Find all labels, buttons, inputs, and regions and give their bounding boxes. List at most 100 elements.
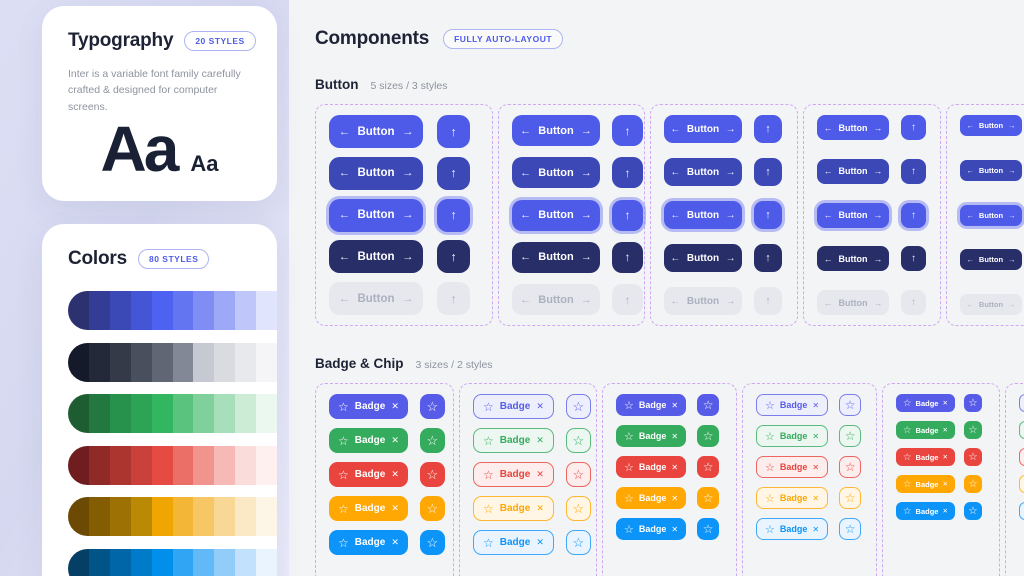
badge-filled-sky[interactable]: ☆ Badge ✕ (616, 518, 687, 540)
badge-filled-amber[interactable]: ☆ Badge ✕ (329, 496, 408, 521)
chip-outline-red[interactable]: ☆ (565, 462, 591, 487)
icon-button-hover[interactable]: ↑ (612, 157, 643, 189)
icon-button-disabled[interactable]: ↑ (437, 282, 470, 315)
badge-outline-green[interactable]: ☆Badge✕ (756, 425, 829, 447)
icon-button-disabled[interactable]: ↑ (901, 290, 926, 315)
close-icon[interactable]: ✕ (671, 462, 679, 472)
close-icon[interactable]: ✕ (942, 427, 948, 434)
chip-filled-green[interactable]: ☆ (697, 425, 720, 447)
button-disabled[interactable]: ← Button → (664, 287, 742, 315)
badge-filled-green[interactable]: ☆ Badge ✕ (616, 425, 687, 447)
button-focused[interactable]: ← Button → (512, 199, 600, 231)
badge-filled-indigo[interactable]: ☆ Badge ✕ (616, 394, 687, 416)
button-disabled[interactable]: ← Button → (329, 282, 423, 315)
badge-outline-amber[interactable]: ☆Badge✕ (1019, 475, 1024, 493)
chip-filled-indigo[interactable]: ☆ (697, 394, 720, 416)
icon-button-hover[interactable]: ↑ (437, 156, 470, 190)
icon-button-hover[interactable]: ↑ (901, 158, 926, 184)
chip-outline-indigo[interactable]: ☆ (839, 394, 862, 416)
button-focused[interactable]: ← Button → (329, 198, 423, 232)
button-default[interactable]: ← Button → (664, 115, 742, 143)
badge-filled-indigo[interactable]: ☆ Badge ✕ (329, 394, 408, 419)
chip-outline-sky[interactable]: ☆ (565, 530, 591, 555)
icon-button-focused[interactable]: ↑ (437, 198, 470, 232)
close-icon[interactable]: ✕ (536, 503, 544, 513)
badge-filled-sky[interactable]: ☆ Badge ✕ (896, 502, 955, 520)
close-icon[interactable]: ✕ (942, 508, 948, 515)
badge-filled-red[interactable]: ☆ Badge ✕ (616, 456, 687, 478)
chip-outline-green[interactable]: ☆ (839, 425, 862, 447)
button-disabled[interactable]: ← Button → (512, 284, 600, 315)
badge-outline-amber[interactable]: ☆Badge✕ (473, 496, 554, 521)
badge-filled-amber[interactable]: ☆ Badge ✕ (896, 475, 955, 493)
close-icon[interactable]: ✕ (391, 435, 399, 445)
close-icon[interactable]: ✕ (671, 493, 679, 503)
button-default[interactable]: ← Button → (817, 115, 889, 140)
icon-button-focused[interactable]: ↑ (612, 199, 643, 231)
close-icon[interactable]: ✕ (391, 537, 399, 547)
icon-button-disabled[interactable]: ↑ (754, 287, 782, 315)
button-disabled[interactable]: ← Button → (960, 294, 1022, 315)
badge-filled-red[interactable]: ☆ Badge ✕ (329, 462, 408, 487)
close-icon[interactable]: ✕ (812, 493, 820, 503)
button-hover[interactable]: ← Button → (664, 158, 742, 186)
close-icon[interactable]: ✕ (536, 537, 544, 547)
chip-filled-amber[interactable]: ☆ (697, 487, 720, 509)
chip-outline-green[interactable]: ☆ (565, 428, 591, 453)
close-icon[interactable]: ✕ (391, 469, 399, 479)
chip-filled-red[interactable]: ☆ (697, 456, 720, 478)
badge-filled-green[interactable]: ☆ Badge ✕ (329, 428, 408, 453)
badge-filled-indigo[interactable]: ☆ Badge ✕ (896, 394, 955, 412)
badge-outline-green[interactable]: ☆Badge✕ (1019, 421, 1024, 439)
close-icon[interactable]: ✕ (536, 435, 544, 445)
chip-filled-sky[interactable]: ☆ (697, 518, 720, 540)
badge-outline-red[interactable]: ☆ Badge ✕ (756, 456, 829, 478)
button-pressed[interactable]: ← Button → (664, 244, 742, 272)
chip-outline-sky[interactable]: ☆ (839, 518, 862, 540)
badge-outline-indigo[interactable]: ☆Badge✕ (756, 394, 829, 416)
close-icon[interactable]: ✕ (391, 401, 399, 411)
button-default[interactable]: ← Button → (960, 115, 1022, 136)
chip-outline-amber[interactable]: ☆ (839, 487, 862, 509)
button-hover[interactable]: ← Button → (329, 156, 423, 190)
button-pressed[interactable]: ← Button → (960, 249, 1022, 271)
badge-outline-sky[interactable]: ☆Badge✕ (473, 530, 554, 555)
chip-filled-amber[interactable]: ☆ (419, 496, 445, 521)
close-icon[interactable]: ✕ (812, 462, 820, 472)
icon-button-disabled[interactable]: ↑ (612, 284, 643, 315)
button-focused[interactable]: ← Button → (960, 204, 1022, 226)
button-default[interactable]: ← Button → (329, 115, 423, 148)
chip-filled-amber[interactable]: ☆ (963, 475, 982, 493)
badge-filled-red[interactable]: ☆ Badge ✕ (896, 448, 955, 466)
chip-outline-red[interactable]: ☆ (839, 456, 862, 478)
chip-filled-indigo[interactable]: ☆ (963, 394, 982, 412)
close-icon[interactable]: ✕ (671, 431, 679, 441)
button-hover[interactable]: ← Button → (512, 157, 600, 189)
badge-outline-sky[interactable]: ☆Badge✕ (1019, 502, 1024, 520)
close-icon[interactable]: ✕ (812, 524, 820, 534)
badge-filled-green[interactable]: ☆ Badge ✕ (896, 421, 955, 439)
badge-outline-indigo[interactable]: ☆Badge✕ (473, 394, 554, 419)
button-hover[interactable]: ← Button → (960, 159, 1022, 181)
chip-filled-sky[interactable]: ☆ (419, 530, 445, 555)
close-icon[interactable]: ✕ (812, 431, 820, 441)
close-icon[interactable]: ✕ (942, 400, 948, 407)
badge-outline-indigo[interactable]: ☆Badge✕ (1019, 394, 1024, 412)
close-icon[interactable]: ✕ (942, 481, 948, 488)
close-icon[interactable]: ✕ (536, 469, 544, 479)
chip-filled-indigo[interactable]: ☆ (419, 394, 445, 419)
icon-button-focused[interactable]: ↑ (754, 201, 782, 229)
chip-outline-amber[interactable]: ☆ (565, 496, 591, 521)
close-icon[interactable]: ✕ (391, 503, 399, 513)
badge-outline-red[interactable]: ☆ Badge ✕ (473, 462, 554, 487)
button-focused[interactable]: ← Button → (664, 201, 742, 229)
icon-button-pressed[interactable]: ↑ (754, 244, 782, 272)
icon-button-default[interactable]: ↑ (754, 115, 782, 143)
chip-outline-indigo[interactable]: ☆ (565, 394, 591, 419)
button-pressed[interactable]: ← Button → (512, 241, 600, 273)
button-focused[interactable]: ← Button → (817, 202, 889, 228)
button-pressed[interactable]: ← Button → (329, 240, 423, 274)
icon-button-hover[interactable]: ↑ (754, 158, 782, 186)
badge-filled-amber[interactable]: ☆ Badge ✕ (616, 487, 687, 509)
icon-button-pressed[interactable]: ↑ (437, 240, 470, 274)
